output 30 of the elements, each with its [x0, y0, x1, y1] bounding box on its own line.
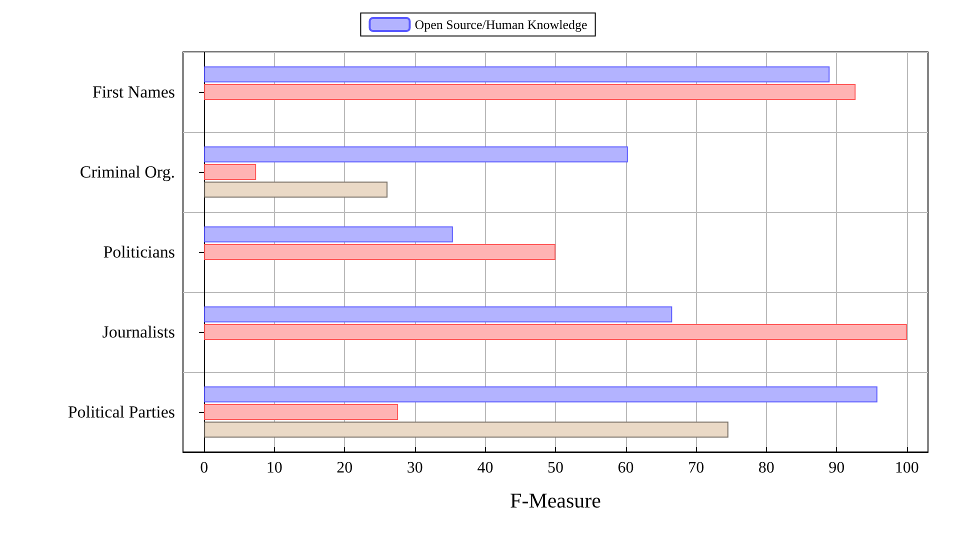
x-tick-label: 10	[266, 460, 282, 476]
x-tick-label: 60	[618, 460, 634, 476]
x-axis-title: F-Measure	[510, 488, 601, 512]
x-tick-label: 30	[406, 460, 423, 476]
x-tick-label: 80	[758, 460, 774, 476]
bar	[204, 84, 856, 100]
bar	[204, 226, 453, 242]
bar	[204, 404, 398, 420]
y-tick-label: Criminal Org.	[80, 162, 175, 182]
x-tick-label: 70	[688, 460, 704, 476]
bar	[204, 306, 672, 322]
x-tick-label: 100	[894, 460, 919, 476]
x-tick-label: 20	[336, 460, 353, 476]
y-tick-label: Journalists	[102, 322, 175, 342]
bar	[204, 386, 878, 402]
legend-label: Open Source/Human Knowledge	[414, 17, 588, 32]
bar	[204, 146, 628, 162]
bar	[204, 244, 556, 260]
bar	[204, 164, 256, 180]
y-tick-label: Politicians	[103, 242, 175, 262]
bar	[204, 324, 907, 340]
y-tick-label: First Names	[92, 82, 175, 102]
bar	[204, 422, 728, 438]
x-tick-label: 0	[200, 460, 208, 476]
x-tick-label: 90	[828, 460, 845, 476]
bar	[204, 182, 388, 198]
bar	[204, 66, 830, 82]
y-tick-label: Political Parties	[68, 402, 175, 422]
x-tick-label: 40	[477, 460, 494, 476]
x-tick-label: 50	[548, 460, 564, 476]
